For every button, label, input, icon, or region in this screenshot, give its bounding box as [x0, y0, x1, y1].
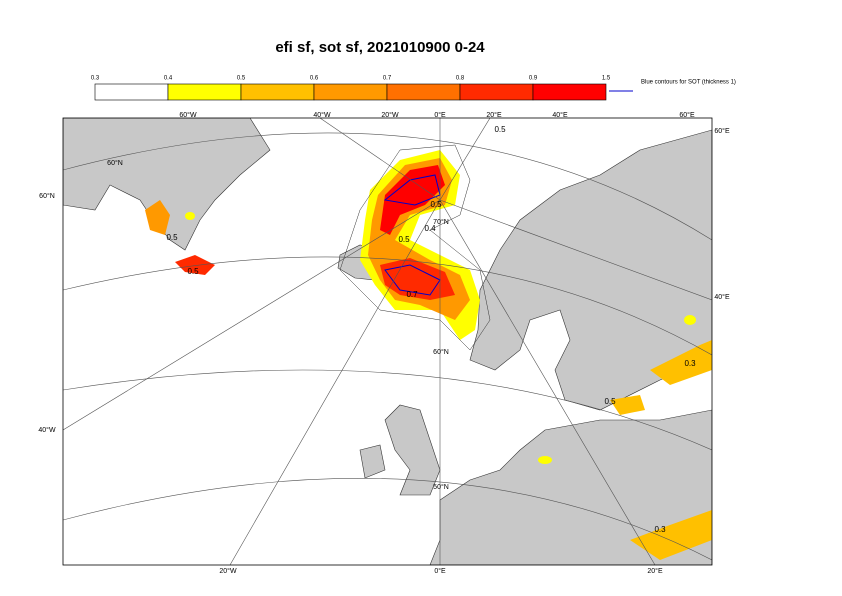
contour-label: 0.5: [187, 267, 199, 276]
colorbar-label: 0.9: [529, 76, 538, 82]
contour-label: 0.3: [684, 359, 696, 368]
graticule-label: 0°E: [434, 111, 446, 119]
graticule-label: 60°E: [679, 111, 695, 119]
colorbar-segment: [240, 83, 315, 101]
colorbar: 0.3 0.4 0.5 0.6 0.7 0.8 0.9 1.5: [91, 76, 611, 101]
map: [63, 118, 712, 565]
graticule-label: 50°N: [433, 483, 449, 491]
contour-label: 0.5: [166, 233, 178, 242]
map-frame: [62, 117, 713, 566]
title: efi sf, sot sf, 2021010900 0-24: [275, 39, 485, 56]
colorbar-segment: [313, 83, 388, 101]
legend-text: Blue contours for SOT (thickness 1): [641, 80, 736, 86]
graticule-label: 40°W: [313, 111, 331, 119]
colorbar-label: 0.4: [164, 76, 173, 82]
colorbar-segment: [386, 83, 461, 101]
graticule-label: 60°N: [39, 192, 55, 200]
contour-label: 0.4: [424, 224, 436, 233]
contour-label: 0.5: [604, 397, 616, 406]
contour-label: 0.5: [494, 125, 506, 134]
colorbar-segment: [167, 83, 242, 101]
graticule-label: 20°E: [486, 111, 502, 119]
graticule-label: 0°E: [434, 567, 446, 575]
colorbar-segment: [532, 83, 607, 101]
graticule-label: 40°E: [714, 293, 730, 301]
colorbar-label: 0.6: [310, 76, 319, 82]
graticule-label: 20°W: [219, 567, 237, 575]
colorbar-label: 1.5: [602, 76, 611, 82]
graticule-label: 20°W: [381, 111, 399, 119]
colorbar-label: 0.5: [237, 76, 246, 82]
colorbar-label: 0.8: [456, 76, 465, 82]
contour-label: 0.7: [406, 290, 418, 299]
colorbar-label: 0.7: [383, 76, 392, 82]
graticule-label: 20°E: [647, 567, 663, 575]
graticule-label: 60°E: [714, 127, 730, 135]
contour-label: 0.5: [398, 235, 410, 244]
colorbar-label: 0.3: [91, 76, 100, 82]
contour-label: 0.3: [654, 525, 666, 534]
graticule-label: 70°N: [433, 218, 449, 226]
colorbar-segment: [459, 83, 534, 101]
graticule-label: 60°N: [433, 348, 449, 356]
graticule-label: 60°N: [107, 159, 123, 167]
colorbar-segment: [94, 83, 169, 101]
graticule-label: 40°W: [38, 426, 56, 434]
graticule-label: 60°W: [179, 111, 197, 119]
graticule-label: 40°E: [552, 111, 568, 119]
contour-label: 0.5: [430, 200, 442, 209]
